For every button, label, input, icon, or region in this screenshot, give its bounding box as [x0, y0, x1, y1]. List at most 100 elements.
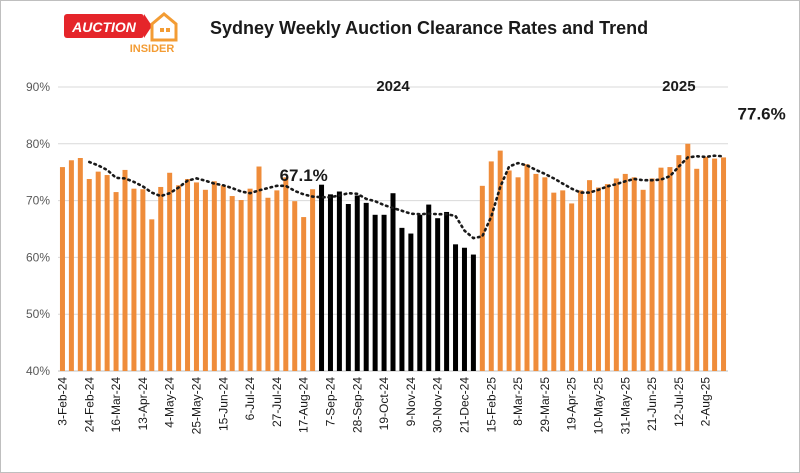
bar: [408, 233, 414, 371]
chart-title: Sydney Weekly Auction Clearance Rates an…: [210, 18, 649, 38]
x-tick-label: 16-Mar-24: [109, 377, 123, 433]
bar: [676, 155, 682, 371]
bar: [131, 188, 137, 371]
bar: [319, 184, 325, 371]
x-tick-label: 6-Jul-24: [243, 377, 257, 421]
x-tick-label: 17-Aug-24: [297, 377, 311, 433]
bar: [461, 247, 467, 371]
bar: [149, 219, 155, 371]
bar: [399, 227, 405, 371]
bar: [453, 244, 459, 371]
x-tick-label: 8-Mar-25: [511, 377, 525, 426]
bar: [381, 214, 387, 371]
bar: [435, 218, 441, 371]
x-tick-label: 4-May-24: [163, 377, 177, 428]
bar: [185, 179, 191, 371]
x-tick-label: 21-Jun-25: [645, 377, 659, 431]
x-tick-label: 15-Jun-24: [216, 377, 230, 431]
bar: [59, 167, 65, 371]
bar: [247, 188, 253, 371]
x-tick-label: 29-Mar-25: [538, 377, 552, 433]
x-tick-label: 31-May-25: [618, 377, 632, 435]
bar: [95, 171, 101, 371]
x-tick-label: 19-Oct-24: [377, 377, 391, 431]
bar: [417, 214, 423, 371]
bar: [372, 214, 378, 371]
bar: [551, 192, 557, 371]
y-tick-label: 50%: [26, 307, 50, 321]
bar: [470, 254, 476, 371]
y-tick-label: 60%: [26, 250, 50, 264]
x-axis: 3-Feb-24 24-Feb-24 16-Mar-24 13-Apr-24 4-May…: [56, 377, 713, 435]
y-tick-label: 70%: [26, 194, 50, 208]
bar: [265, 197, 271, 371]
x-tick-label: 19-Apr-25: [565, 377, 579, 431]
bar: [310, 189, 316, 371]
bars: [59, 143, 727, 371]
bar: [506, 170, 512, 371]
bar: [220, 185, 226, 371]
bar: [113, 192, 119, 371]
bar: [631, 177, 637, 371]
year-label: 2025: [662, 78, 695, 95]
logo-house-icon: [150, 12, 178, 42]
bar: [587, 180, 593, 371]
bar: [77, 158, 83, 371]
x-tick-label: 12-Jul-25: [672, 377, 686, 427]
x-tick-label: 3-Feb-24: [56, 377, 70, 426]
bar: [703, 156, 709, 371]
bar: [202, 189, 208, 371]
x-tick-label: 24-Feb-24: [82, 377, 96, 433]
x-tick-label: 10-May-25: [592, 377, 606, 435]
bar: [667, 167, 673, 371]
bar: [542, 177, 548, 371]
bar: [595, 187, 601, 371]
bar: [301, 217, 307, 371]
data-annotation: 77.6%: [738, 104, 786, 123]
bar: [238, 200, 244, 371]
chart-labels: 2024 2025 67.1% 77.6%: [280, 78, 786, 185]
x-tick-label: 15-Feb-25: [484, 377, 498, 433]
bar: [694, 168, 700, 371]
x-tick-label: 21-Dec-24: [458, 377, 472, 433]
bar: [336, 191, 342, 371]
bar: [524, 164, 530, 371]
bar: [211, 181, 217, 371]
x-tick-label: 25-May-24: [190, 377, 204, 435]
bar: [274, 190, 280, 371]
bar: [363, 202, 369, 371]
x-tick-label: 30-Nov-24: [431, 377, 445, 433]
bar: [533, 173, 539, 371]
bar: [229, 196, 235, 371]
bar: [569, 203, 575, 371]
bar: [488, 161, 494, 371]
bar: [104, 175, 110, 371]
bar: [345, 204, 351, 371]
bar: [86, 179, 92, 371]
x-tick-label: 28-Sep-24: [350, 377, 364, 433]
bar: [426, 204, 432, 371]
bar: [515, 177, 521, 371]
bar: [140, 189, 146, 371]
bar: [640, 189, 646, 371]
bar: [604, 184, 610, 371]
bar: [658, 167, 664, 371]
bar: [712, 158, 718, 371]
bar: [721, 157, 727, 371]
bar: [497, 150, 503, 371]
bar: [613, 178, 619, 371]
bar: [685, 143, 691, 371]
x-tick-label: 2-Aug-25: [699, 377, 713, 427]
bar: [256, 166, 262, 371]
bar: [176, 185, 182, 371]
bar: [158, 186, 164, 371]
bar: [622, 173, 628, 371]
bar: [390, 193, 396, 371]
bar: [68, 160, 74, 371]
x-tick-label: 7-Sep-24: [324, 377, 338, 427]
y-tick-label: 80%: [26, 137, 50, 151]
x-tick-label: 9-Nov-24: [404, 377, 418, 427]
logo-word-insider: INSIDER: [130, 43, 175, 55]
bar: [578, 190, 584, 371]
